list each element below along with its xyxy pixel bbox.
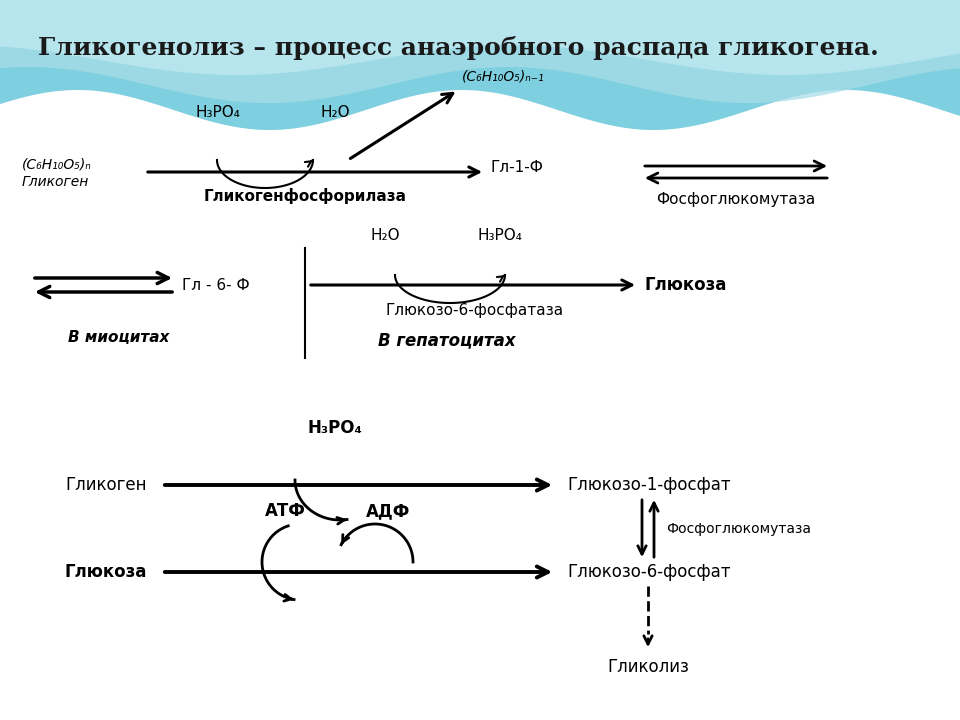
Text: Фосфоглюкомутаза: Фосфоглюкомутаза bbox=[657, 192, 816, 207]
Text: В миоцитах: В миоцитах bbox=[68, 330, 169, 344]
Text: Глюкоза: Глюкоза bbox=[645, 276, 728, 294]
Text: Гл - 6- Ф: Гл - 6- Ф bbox=[182, 277, 250, 292]
Text: Гликогенфосфорилаза: Гликогенфосфорилаза bbox=[204, 188, 406, 204]
Text: Глюкозо-6-фосфат: Глюкозо-6-фосфат bbox=[567, 563, 731, 581]
Polygon shape bbox=[0, 0, 960, 75]
Text: Гликоген: Гликоген bbox=[22, 175, 89, 189]
Text: Глюкозо-1-фосфат: Глюкозо-1-фосфат bbox=[567, 476, 731, 494]
Text: Гл-1-Ф: Гл-1-Ф bbox=[490, 161, 542, 176]
Text: H₂O: H₂O bbox=[321, 105, 349, 120]
Text: Фосфоглюкомутаза: Фосфоглюкомутаза bbox=[666, 521, 811, 536]
Text: Глюкоза: Глюкоза bbox=[65, 563, 148, 581]
Text: АДФ: АДФ bbox=[366, 502, 410, 520]
Text: H₃PO₄: H₃PO₄ bbox=[477, 228, 522, 243]
Text: Гликогенолиз – процесс анаэробного распада гликогена.: Гликогенолиз – процесс анаэробного распа… bbox=[38, 36, 878, 60]
Text: АТФ: АТФ bbox=[265, 502, 305, 520]
Text: Глюкозо-6-фосфатаза: Глюкозо-6-фосфатаза bbox=[386, 303, 564, 318]
Text: Гликолиз: Гликолиз bbox=[607, 658, 689, 676]
Text: Гликоген: Гликоген bbox=[65, 476, 147, 494]
Polygon shape bbox=[0, 0, 960, 130]
Polygon shape bbox=[0, 0, 960, 103]
Text: (C₆H₁₀O₅)ₙ₋₁: (C₆H₁₀O₅)ₙ₋₁ bbox=[462, 70, 544, 84]
Text: H₂O: H₂O bbox=[371, 228, 399, 243]
Text: (C₆H₁₀O₅)ₙ: (C₆H₁₀O₅)ₙ bbox=[22, 157, 92, 171]
Text: H₃PO₄: H₃PO₄ bbox=[307, 419, 363, 437]
Text: H₃PO₄: H₃PO₄ bbox=[196, 105, 240, 120]
Text: В гепатоцитах: В гепатоцитах bbox=[378, 331, 516, 349]
